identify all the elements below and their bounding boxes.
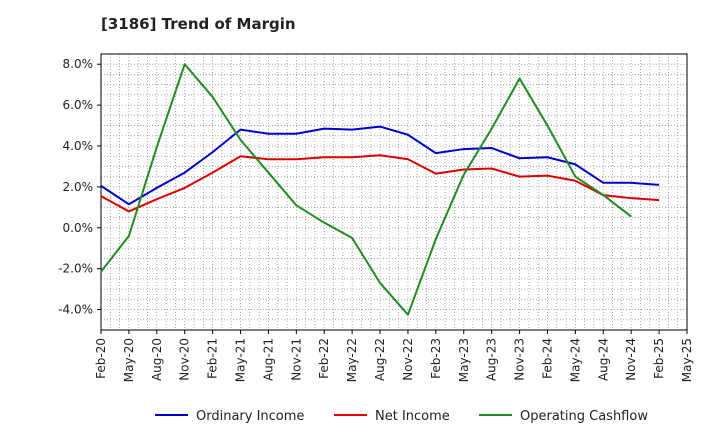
x-tick-label: May-20 [122,338,136,382]
x-tick-label: Feb-20 [94,338,108,379]
y-axis: -4.0% -2.0% 0.0% 2.0% 4.0% 6.0% 8.0% [58,57,101,317]
y-tick-label: -4.0% [58,303,93,317]
plot-border [100,53,688,331]
x-tick-label: Feb-25 [652,338,666,379]
legend: Ordinary Income Net Income Operating Cashf… [155,409,648,424]
series-line-operating-cashflow [100,63,632,316]
x-tick-label: Feb-22 [317,338,331,379]
y-tick-label: 8.0% [63,57,94,71]
y-tick-label: -2.0% [58,262,93,276]
y-tick-label: 2.0% [63,180,94,194]
x-tick-label: Aug-21 [261,338,275,381]
series-line-ordinary-income [100,125,660,206]
x-tick-label: Aug-22 [373,338,387,381]
series-line-net-income [100,154,660,213]
y-tick-label: 6.0% [63,98,94,112]
x-tick-label: Nov-21 [289,338,303,381]
plot-area [101,54,687,330]
legend-label: Ordinary Income [196,409,304,424]
legend-label: Net Income [375,409,450,424]
x-tick-label: Aug-20 [150,338,164,381]
x-tick-label: May-21 [234,338,248,382]
legend-item: Operating Cashflow [479,409,648,424]
legend-label: Operating Cashflow [520,409,648,424]
x-tick-label: May-23 [457,338,471,382]
y-tick-label: 0.0% [63,221,94,235]
grid-lines [100,53,688,331]
series-group [100,63,660,316]
y-tick-label: 4.0% [63,139,94,153]
x-tick-label: Nov-23 [513,338,527,381]
x-tick-label: May-25 [680,338,694,382]
x-tick-label: Nov-22 [401,338,415,381]
chart-title: [3186] Trend of Margin [101,15,296,33]
x-tick-label: Nov-20 [178,338,192,381]
x-tick-label: Feb-21 [206,338,220,379]
x-tick-label: May-22 [345,338,359,382]
x-tick-label: Nov-24 [624,338,638,381]
legend-item: Net Income [334,409,450,424]
x-tick-label: Aug-24 [596,338,610,381]
x-tick-label: May-24 [568,338,582,382]
x-tick-label: Feb-24 [540,338,554,379]
x-tick-label: Feb-23 [429,338,443,379]
x-axis: Feb-20 May-20 Aug-20 Nov-20 Feb-21 May-21 Aug-… [94,330,694,382]
legend-item: Ordinary Income [155,409,304,424]
x-tick-label: Aug-23 [485,338,499,381]
